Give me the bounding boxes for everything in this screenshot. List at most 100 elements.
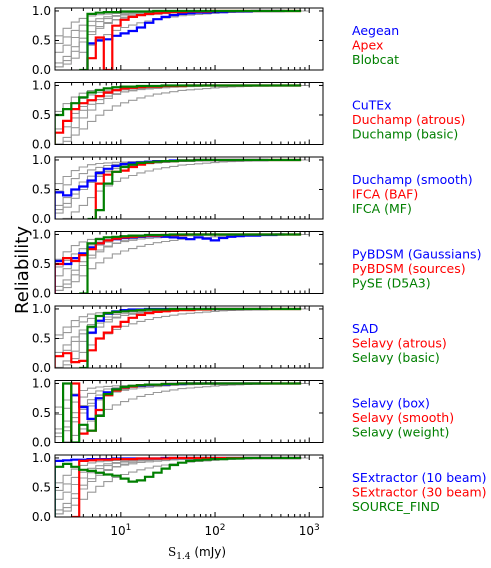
grey-series-4 bbox=[55, 382, 310, 443]
series-green bbox=[55, 456, 302, 517]
plot-area bbox=[55, 307, 310, 368]
series-red bbox=[71, 456, 302, 517]
y-tick-label: 0.5 bbox=[32, 331, 51, 345]
plot-area bbox=[55, 456, 310, 517]
series-green bbox=[79, 307, 302, 368]
y-tick-label: 0.5 bbox=[32, 406, 51, 420]
y-tick-label: 0.0 bbox=[32, 436, 51, 450]
grey-series-5 bbox=[55, 10, 310, 70]
legend-entry-red: Duchamp (atrous) bbox=[352, 112, 465, 127]
grey-series-3 bbox=[55, 457, 310, 517]
legend-entry-red: Apex bbox=[352, 38, 383, 53]
panel-6: 0.0 0.5 1.0 Selavy (box)Selavy (smooth)Sela… bbox=[32, 376, 454, 449]
plot-area bbox=[55, 9, 310, 70]
series-green bbox=[87, 158, 302, 219]
grey-series-3 bbox=[55, 382, 310, 443]
legend-entry-green: Duchamp (basic) bbox=[352, 127, 458, 142]
y-tick-label: 0.5 bbox=[32, 108, 51, 122]
x-tick-label-exponent: 2 bbox=[220, 523, 226, 533]
grey-series-1 bbox=[55, 382, 310, 443]
grey-series-2 bbox=[55, 382, 310, 443]
y-axis-label: Reliability bbox=[12, 226, 33, 314]
plot-area bbox=[55, 382, 310, 443]
grey-series-1 bbox=[55, 457, 310, 517]
legend-entry-red: IFCA (BAF) bbox=[352, 187, 418, 202]
y-tick-label: 1.0 bbox=[32, 376, 51, 390]
series-red bbox=[86, 9, 302, 70]
y-tick-label: 0.5 bbox=[32, 480, 51, 494]
panel-frame bbox=[54, 156, 324, 220]
grey-series-6 bbox=[55, 382, 310, 443]
series-blue bbox=[55, 456, 302, 517]
panel-frame bbox=[54, 82, 324, 145]
legend-entry-green: IFCA (MF) bbox=[352, 201, 412, 216]
grey-series-2 bbox=[55, 159, 310, 219]
grey-series-3 bbox=[55, 308, 310, 368]
grey-series-6 bbox=[55, 10, 310, 70]
x-tick-label-base: 10 bbox=[110, 524, 125, 538]
series-green bbox=[79, 233, 302, 294]
grey-series-4 bbox=[55, 159, 310, 219]
y-tick-label: 0.5 bbox=[32, 257, 51, 271]
series-green bbox=[62, 382, 302, 443]
grey-series-6 bbox=[55, 457, 310, 517]
x-axis-label-subscript: 1.4 bbox=[176, 552, 191, 562]
legend-entry-green: PySE (D5A3) bbox=[352, 276, 431, 291]
legend-entry-blue: PyBDSM (Gaussians) bbox=[352, 247, 481, 262]
legend-entry-blue: SAD bbox=[352, 321, 378, 336]
series-green bbox=[55, 84, 302, 145]
y-tick-label: 1.0 bbox=[32, 78, 51, 92]
grey-series-1 bbox=[55, 10, 310, 70]
legend-entry-blue: Selavy (box) bbox=[352, 396, 430, 411]
panel-frame bbox=[54, 454, 324, 518]
panel-frame bbox=[54, 305, 324, 369]
grey-series-2 bbox=[55, 10, 310, 70]
grey-series-3 bbox=[55, 84, 310, 145]
panel-frame bbox=[54, 380, 324, 443]
panel-4: 0.0 0.5 1.0 PyBDSM (Gaussians)PyBDSM (sourc… bbox=[32, 227, 482, 300]
panel-frame bbox=[54, 7, 324, 71]
x-axis-label-unit: (mJy) bbox=[191, 545, 227, 559]
y-tick-label: 1.0 bbox=[32, 4, 51, 18]
legend-entry-green: SOURCE_FIND bbox=[352, 499, 440, 514]
legend-entry-red: PyBDSM (sources) bbox=[352, 261, 466, 276]
grey-series-3 bbox=[55, 159, 310, 219]
y-tick-label: 0.0 bbox=[32, 138, 51, 152]
legend-entry-blue: SExtractor (10 beam) bbox=[352, 470, 487, 485]
legend-entry-blue: Duchamp (smooth) bbox=[352, 172, 473, 187]
x-tick-label: 102 bbox=[205, 523, 226, 538]
x-tick-label-exponent: 3 bbox=[314, 523, 320, 533]
x-tick-label: 103 bbox=[299, 523, 320, 538]
y-tick-label: 0.0 bbox=[32, 510, 51, 524]
y-tick-label: 0.0 bbox=[32, 287, 51, 301]
plot-area bbox=[55, 84, 310, 145]
grey-series-3 bbox=[55, 10, 310, 70]
grey-series-4 bbox=[55, 457, 310, 517]
grey-series-5 bbox=[55, 159, 310, 219]
panel-3: 0.0 0.5 1.0 Duchamp (smooth)IFCA (BAF)IFCA … bbox=[32, 153, 473, 226]
y-tick-label: 0.5 bbox=[32, 182, 51, 196]
legend-entry-blue: CuTEx bbox=[352, 98, 392, 113]
y-tick-label: 1.0 bbox=[32, 302, 51, 316]
y-tick-label: 0.0 bbox=[32, 63, 51, 77]
y-tick-label: 1.0 bbox=[32, 227, 51, 241]
grey-series-6 bbox=[55, 159, 310, 219]
series-red bbox=[94, 158, 302, 219]
y-tick-label: 1.0 bbox=[32, 153, 51, 167]
y-tick-label: 1.0 bbox=[32, 451, 51, 465]
y-tick-label: 0.0 bbox=[32, 361, 51, 375]
panel-7: 0.0 0.5 1.0 SExtractor (10 beam)SExtractor … bbox=[32, 451, 487, 538]
legend-entry-blue: Aegean bbox=[352, 23, 399, 38]
x-tick-label: 101 bbox=[110, 523, 131, 538]
x-axis-label-symbol: S bbox=[168, 545, 176, 559]
x-axis-label: S1.4 (mJy) bbox=[168, 545, 226, 562]
plot-area bbox=[55, 233, 310, 294]
y-tick-label: 0.0 bbox=[32, 212, 51, 226]
grey-series-5 bbox=[55, 382, 310, 443]
grey-series-2 bbox=[55, 457, 310, 517]
